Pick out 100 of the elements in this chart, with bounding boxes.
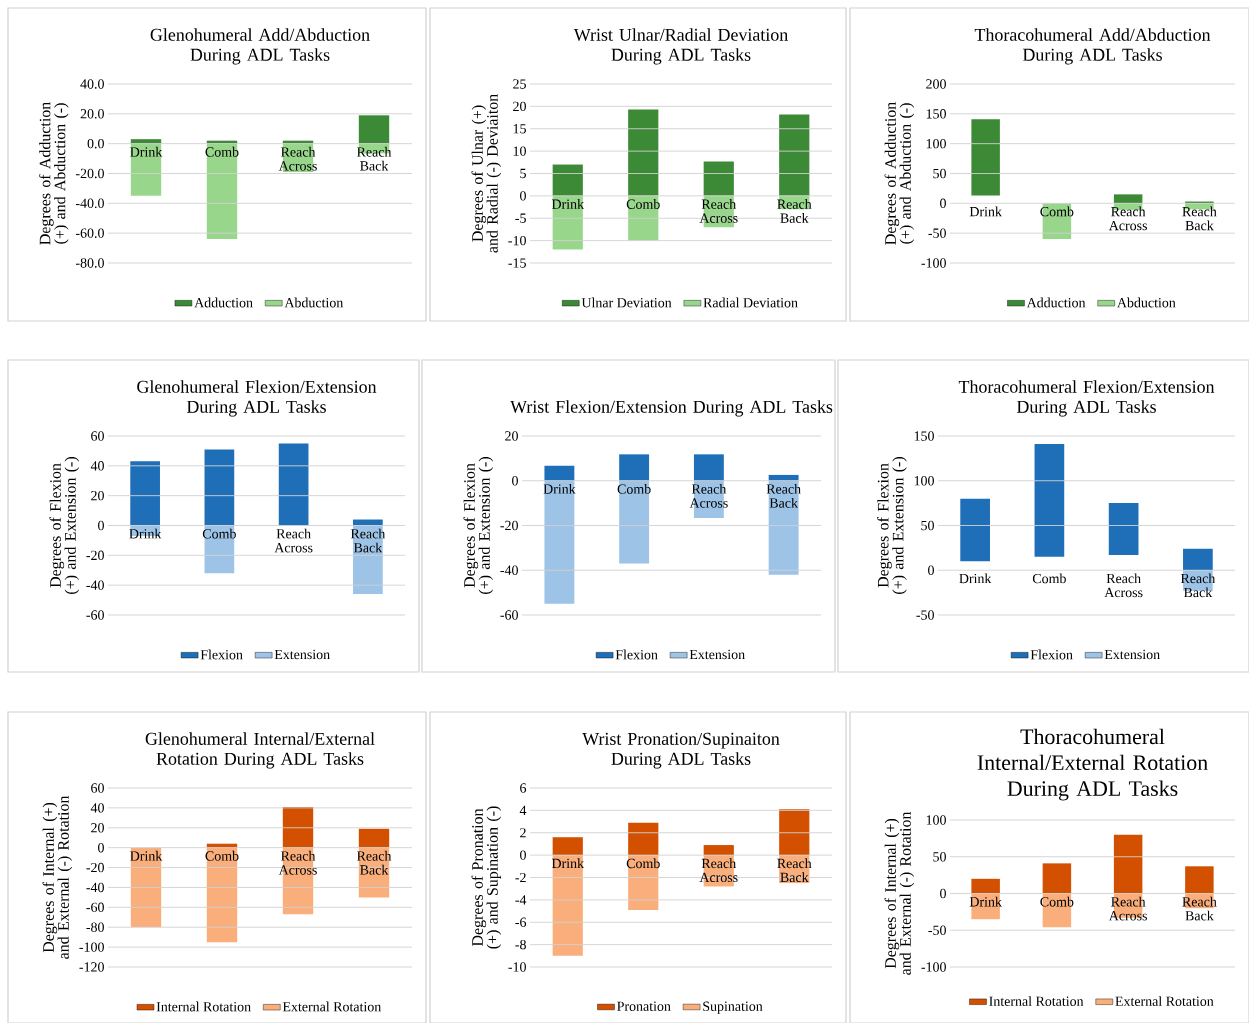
y-tick-label: -6 (515, 917, 527, 927)
y-axis-title: Degrees of Internal (+) and External (-) Rotation (884, 811, 915, 975)
bar (282, 806, 314, 848)
bar (130, 143, 162, 196)
y-tick-label: 100 (926, 138, 946, 149)
y-tick-label: 20.0 (80, 109, 104, 119)
y-tick-label: 0 (520, 850, 526, 860)
x-tick-label: Comb (202, 528, 236, 539)
chart-title: Glenohumeral Internal/External Rotation During ADL Tasks (145, 732, 375, 769)
legend-label: Extension (689, 649, 745, 660)
y-tick-label: -15 (508, 258, 526, 268)
y-axis-title: Degrees of Pronation (+) and Supination (-) (471, 806, 502, 949)
legend-label: External Rotation (1115, 996, 1214, 1006)
legend-label: Flexion (1030, 649, 1073, 660)
y-tick-label: 150 (926, 109, 946, 119)
y-tick-label: 50 (933, 168, 946, 179)
legend-label: Flexion (200, 649, 243, 660)
bar (628, 822, 659, 856)
x-tick-label: Reach Back (777, 199, 812, 223)
bar (1113, 194, 1143, 204)
x-tick-label: Reach Across (699, 858, 738, 883)
y-tick-label: -50 (928, 925, 946, 935)
y-axis-title: Degrees of Flexion (+) and Extension (-) (49, 457, 80, 594)
bar (1183, 548, 1213, 571)
y-tick-label: 0 (940, 888, 946, 899)
bar (544, 465, 575, 481)
x-tick-label: Comb (617, 483, 651, 494)
y-tick-label: 150 (914, 431, 934, 441)
y-tick-label: -8 (515, 939, 526, 950)
y-tick-label: -50 (928, 228, 946, 238)
y-tick-label: -40 (500, 565, 518, 575)
y-tick-label: -2 (515, 872, 526, 883)
x-tick-label: Comb (1040, 206, 1074, 217)
y-tick-label: 25 (513, 79, 526, 89)
bar (768, 480, 799, 575)
x-tick-label: Reach Across (278, 146, 317, 171)
x-tick-label: Reach Across (1108, 206, 1147, 231)
x-tick-label: Reach Back (350, 528, 386, 553)
y-tick-label: 50 (921, 520, 934, 531)
x-tick-label: Reach Back (1182, 896, 1217, 921)
bar (552, 164, 583, 196)
y-tick-label: -100 (921, 962, 946, 972)
chart-title: Wrist Pronation/Supinaiton During ADL Tasks (582, 732, 780, 769)
y-axis-title: Degrees of Internal (+) and External (-) Rotation (42, 795, 73, 959)
x-tick-label: Comb (626, 858, 660, 869)
x-tick-label: Drink (551, 858, 585, 869)
bar (278, 443, 309, 526)
legend-label: Abduction (284, 297, 344, 308)
x-tick-label: Reach Back (356, 850, 392, 875)
x-tick-label: Reach Across (689, 483, 728, 508)
bar (960, 498, 990, 562)
chart-title: Wrist Ulnar/Radial Deviation During ADL Tasks (573, 28, 788, 65)
y-tick-label: 200 (926, 79, 946, 89)
y-tick-label: 40 (90, 803, 104, 813)
y-tick-label: 0 (940, 198, 946, 209)
y-tick-label: 5 (520, 168, 526, 179)
x-tick-label: Drink (130, 850, 163, 861)
bar (693, 454, 724, 481)
y-tick-label: 60 (91, 431, 104, 441)
bar (703, 161, 734, 196)
x-tick-label: Comb (626, 199, 660, 209)
x-tick-label: Reach Across (1108, 896, 1147, 921)
x-tick-label: Reach Back (356, 146, 392, 171)
bar (1185, 866, 1214, 894)
x-tick-label: Reach Back (1180, 573, 1216, 598)
x-tick-label: Drink (129, 528, 162, 539)
bar (130, 847, 162, 928)
y-tick-label: 20 (91, 823, 104, 833)
bar (206, 143, 238, 240)
legend-label: Extension (1104, 649, 1160, 660)
x-tick-label: Reach Across (278, 850, 317, 875)
y-tick-label: 10 (513, 146, 526, 156)
y-tick-label: -60.0 (75, 228, 104, 238)
legend-label: Internal Rotation (156, 1001, 251, 1012)
legend-label: Supination (703, 1001, 763, 1014)
y-tick-label: -4 (515, 895, 527, 905)
y-tick-label: 0 (512, 476, 518, 486)
y-tick-label: -50 (916, 610, 934, 620)
chart-title: Thoracohumeral Flexion/Extension During ADL Tasks (958, 380, 1215, 417)
y-tick-label: -60 (500, 610, 518, 620)
y-tick-label: 20 (513, 101, 526, 112)
legend-label: Pronation (617, 1001, 671, 1011)
y-tick-label: -10 (508, 962, 526, 972)
legend-label: Abduction (1117, 297, 1176, 308)
y-tick-label: -100 (79, 942, 104, 952)
chart-title: Glenohumeral Add/Abduction During ADL Tasks (150, 28, 370, 65)
y-tick-label: -60 (86, 610, 104, 620)
chart-title: Thoracohumeral Internal/External Rotation During ADL Tasks (977, 728, 1208, 801)
y-axis-title: Degrees of Flexion (+) and Extension (-) (463, 457, 494, 594)
chart-title: Wrist Flexion/Extension During ADL Tasks (510, 400, 833, 417)
y-tick-label: -100 (921, 258, 946, 268)
bar (1042, 893, 1072, 928)
y-axis-title: Degrees of Adduction (+) and Abduction (-) (39, 102, 69, 245)
x-tick-label: Reach Back (766, 483, 801, 508)
y-tick-label: -60 (86, 902, 104, 913)
bar (358, 828, 390, 848)
bar (1042, 863, 1072, 894)
bar (619, 454, 650, 481)
bar (619, 480, 650, 564)
y-tick-label: -40.0 (75, 198, 104, 209)
